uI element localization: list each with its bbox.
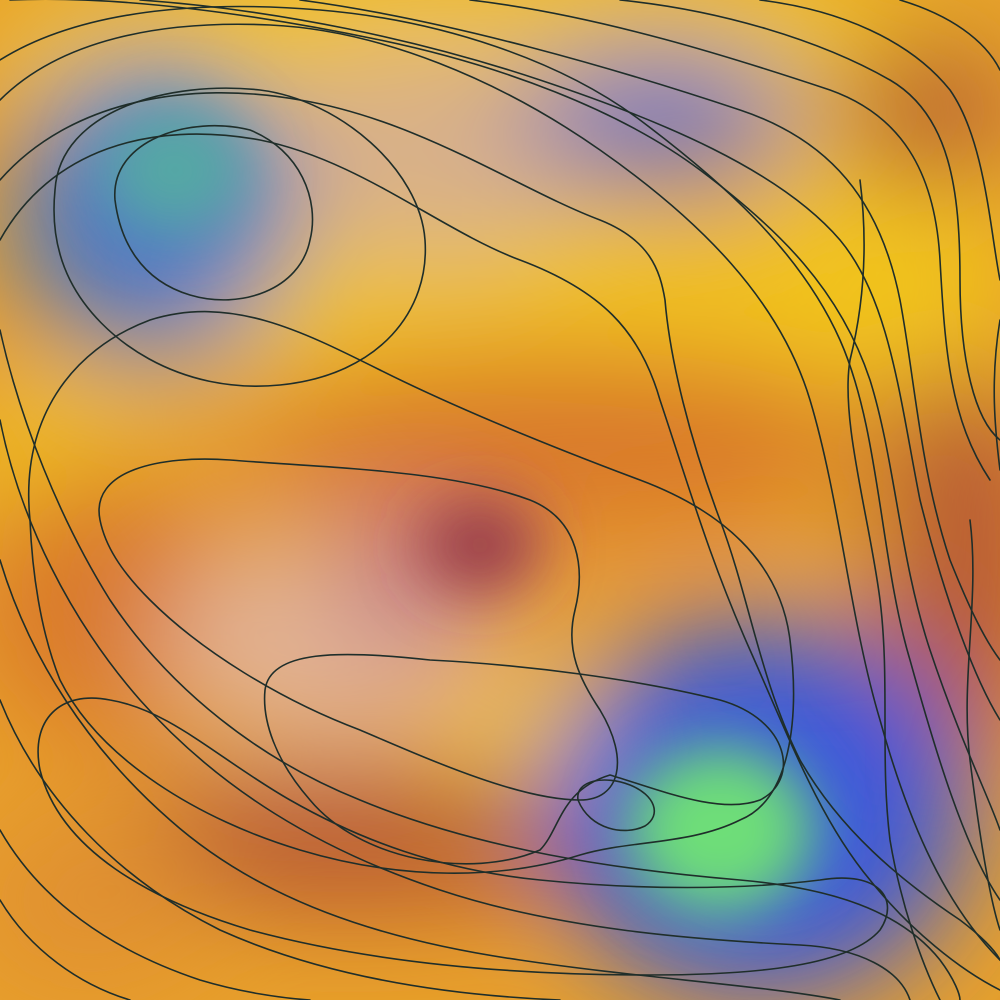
- contour-line-o: [0, 699, 561, 1000]
- contour-line-h: [759, 0, 1000, 281]
- blob-peach-top: [260, 40, 600, 260]
- contour-line-b: [0, 5, 1000, 901]
- contour-line-c: [9, 0, 1000, 831]
- contour-line-l: [0, 329, 961, 1000]
- contour-line-j: [0, 92, 1000, 961]
- contour-line-s: [993, 319, 1000, 471]
- contour-line-i: [899, 0, 1000, 71]
- contour-line-n: [0, 559, 841, 1000]
- contour-line-d: [139, 0, 1000, 721]
- blob-blue-violet: [520, 45, 800, 185]
- blob-orange-bottom-left: [0, 810, 210, 990]
- contour-loop-large-left: [28, 310, 795, 874]
- contour-line-a: [0, 23, 1000, 961]
- contour-loop-center: [98, 458, 619, 801]
- blob-teal: [100, 105, 250, 235]
- contour-line-q: [0, 899, 131, 1000]
- contour-line-e: [299, 0, 1000, 661]
- contour-loop-outer-bottom: [37, 697, 889, 976]
- blob-rust-top-right: [840, 30, 1000, 190]
- contour-line-g: [619, 0, 1000, 441]
- contour-line-f: [469, 0, 991, 481]
- contour-loop-top-left-outer: [53, 87, 427, 387]
- blob-orange-middle: [230, 350, 890, 530]
- contour-line-p: [0, 829, 311, 1000]
- blob-rust-right: [870, 360, 1000, 760]
- blob-green: [625, 745, 815, 915]
- contour-line-k: [0, 133, 1000, 991]
- blob-rust-bottom: [90, 770, 610, 910]
- contour-line-m: [0, 419, 911, 1000]
- contour-loop-top-left-inner: [114, 124, 314, 301]
- contour-loop-bottom-middle: [263, 653, 785, 865]
- contour-line-t: [966, 519, 1000, 931]
- contour-line-r: [847, 179, 941, 1000]
- blob-maroon: [420, 500, 540, 590]
